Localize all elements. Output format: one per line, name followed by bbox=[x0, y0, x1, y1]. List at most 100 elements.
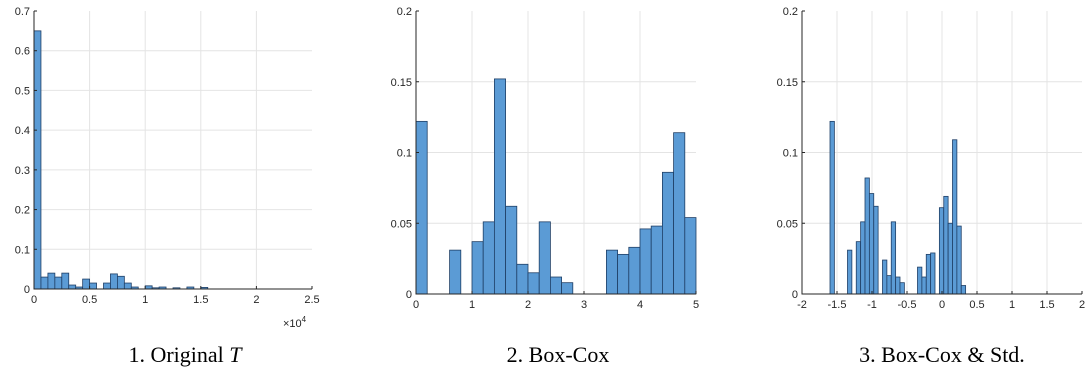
histogram-bar bbox=[860, 221, 866, 295]
histogram-bar bbox=[947, 222, 953, 295]
histogram-bar bbox=[938, 207, 945, 295]
x-tick-label: 0.5 bbox=[969, 299, 984, 311]
histogram-bar bbox=[662, 171, 675, 295]
x-tick-label: 2 bbox=[253, 294, 259, 306]
x-tick-label: 2.5 bbox=[304, 294, 319, 306]
y-tick-label: 0 bbox=[406, 289, 412, 301]
histogram-bar bbox=[855, 241, 862, 295]
histogram-bar bbox=[47, 272, 56, 290]
histogram-bar bbox=[103, 282, 111, 290]
x-tick-label: 1 bbox=[1009, 299, 1015, 311]
x-tick-label: 1 bbox=[469, 299, 475, 311]
caption-box-cox: 2. Box-Cox bbox=[507, 342, 610, 367]
axis-lines bbox=[33, 11, 312, 290]
histogram-bar bbox=[561, 282, 574, 295]
y-tick-label: 0.1 bbox=[397, 148, 412, 160]
x-tick-label: 1.5 bbox=[1039, 299, 1054, 311]
x-tick-label: 2 bbox=[1079, 299, 1085, 311]
histogram-bar bbox=[61, 272, 70, 290]
y-tick-label: 0.2 bbox=[783, 6, 798, 18]
x-tick-label: 4 bbox=[637, 299, 643, 311]
histogram-bar bbox=[895, 276, 901, 295]
histogram-bar bbox=[650, 225, 663, 295]
histogram-bar bbox=[89, 282, 97, 290]
histogram-bar bbox=[449, 249, 462, 295]
x-tick-label: 3 bbox=[581, 299, 587, 311]
histogram-bar bbox=[516, 263, 529, 295]
histogram-bar bbox=[117, 275, 125, 290]
y-tick-label: 0.7 bbox=[15, 6, 30, 18]
histogram-bar bbox=[33, 30, 42, 290]
x-tick-label: -2 bbox=[797, 299, 807, 311]
y-tick-label: 0 bbox=[24, 284, 30, 296]
histogram-panel-original: 0 0.5 1 1.5 2 2.5 0 0.1 0.2 0.3 0.4 0.5 0.6 0.7 bbox=[15, 6, 320, 306]
histogram-bar bbox=[606, 249, 619, 295]
histogram-bar bbox=[925, 253, 932, 295]
histogram-bar bbox=[54, 276, 63, 290]
histogram-bar bbox=[639, 228, 652, 295]
histogram-bar bbox=[868, 193, 875, 295]
histogram-bar bbox=[864, 177, 870, 295]
histogram-bar bbox=[628, 246, 641, 295]
histogram-bar bbox=[930, 252, 936, 295]
histogram-bar bbox=[890, 221, 897, 295]
y-tick-label: 0 bbox=[792, 289, 798, 301]
histogram-bar bbox=[952, 139, 958, 295]
y-tick-label: 0.1 bbox=[783, 148, 798, 160]
y-tick-label: 0.15 bbox=[391, 77, 412, 89]
x-tick-label: 0.5 bbox=[82, 294, 97, 306]
histogram-bar bbox=[471, 241, 484, 295]
x-tick-label: 0 bbox=[413, 299, 419, 311]
histogram-bar bbox=[673, 132, 686, 295]
histogram-bar bbox=[123, 282, 132, 290]
histogram-bar bbox=[68, 284, 77, 290]
y-tick-label: 0.4 bbox=[15, 125, 30, 137]
histogram-bar bbox=[110, 273, 118, 290]
x-tick-label: 2 bbox=[525, 299, 531, 311]
histogram-bar bbox=[899, 282, 905, 295]
x-tick-label: -0.5 bbox=[898, 299, 917, 311]
histogram-bar bbox=[82, 278, 91, 290]
y-tick-label: 0.15 bbox=[777, 77, 798, 89]
histogram-bar bbox=[960, 285, 967, 295]
x-tick-label: 5 bbox=[693, 299, 699, 311]
histogram-bar bbox=[956, 225, 962, 295]
histogram-bar bbox=[415, 120, 428, 295]
histogram-bar bbox=[917, 266, 923, 295]
histogram-bar bbox=[482, 221, 495, 295]
x-tick-label: 1 bbox=[142, 294, 148, 306]
histogram-bar bbox=[873, 205, 879, 295]
histogram-bar bbox=[882, 259, 888, 295]
y-tick-label: 0.2 bbox=[15, 205, 30, 217]
x-tick-label: -1 bbox=[867, 299, 877, 311]
histogram-bar bbox=[538, 221, 551, 295]
histogram-bar bbox=[550, 276, 563, 295]
x-tick-label: -1.5 bbox=[828, 299, 847, 311]
histogram-bar bbox=[847, 249, 853, 295]
histogram-bar bbox=[886, 275, 892, 295]
histogram-bar bbox=[921, 276, 927, 295]
histogram-panel-box-cox: 0 1 2 3 4 5 0 0.05 0.1 0.15 0.2 bbox=[391, 6, 699, 311]
y-tick-label: 0.3 bbox=[15, 165, 30, 177]
y-tick-label: 0.1 bbox=[15, 244, 30, 256]
histogram-bar bbox=[684, 217, 697, 295]
y-tick-label: 0.05 bbox=[777, 218, 798, 230]
caption-box-cox-std: 3. Box-Cox & Std. bbox=[859, 342, 1025, 367]
y-tick-label: 0.05 bbox=[391, 218, 412, 230]
histogram-bar bbox=[505, 205, 518, 295]
histogram-panel-box-cox-std: -2 -1.5 -1 -0.5 0 0.5 1 1.5 2 0 0.05 0.1 0.15 0.2 bbox=[777, 6, 1085, 311]
x-tick-label: 0 bbox=[31, 294, 37, 306]
histogram-bar bbox=[40, 276, 49, 290]
histogram-bar bbox=[617, 253, 630, 295]
x-tick-label: 0 bbox=[939, 299, 945, 311]
y-tick-label: 0.2 bbox=[397, 6, 412, 18]
y-tick-label: 0.6 bbox=[15, 46, 30, 58]
histogram-bar bbox=[829, 120, 835, 295]
x-tick-label: 1.5 bbox=[193, 294, 208, 306]
histogram-bar bbox=[527, 272, 540, 295]
histogram-bar bbox=[943, 195, 949, 295]
caption-original: 1. Original T bbox=[128, 342, 243, 367]
y-tick-label: 0.5 bbox=[15, 85, 30, 97]
x-exponent-label: ×104 bbox=[283, 315, 307, 330]
